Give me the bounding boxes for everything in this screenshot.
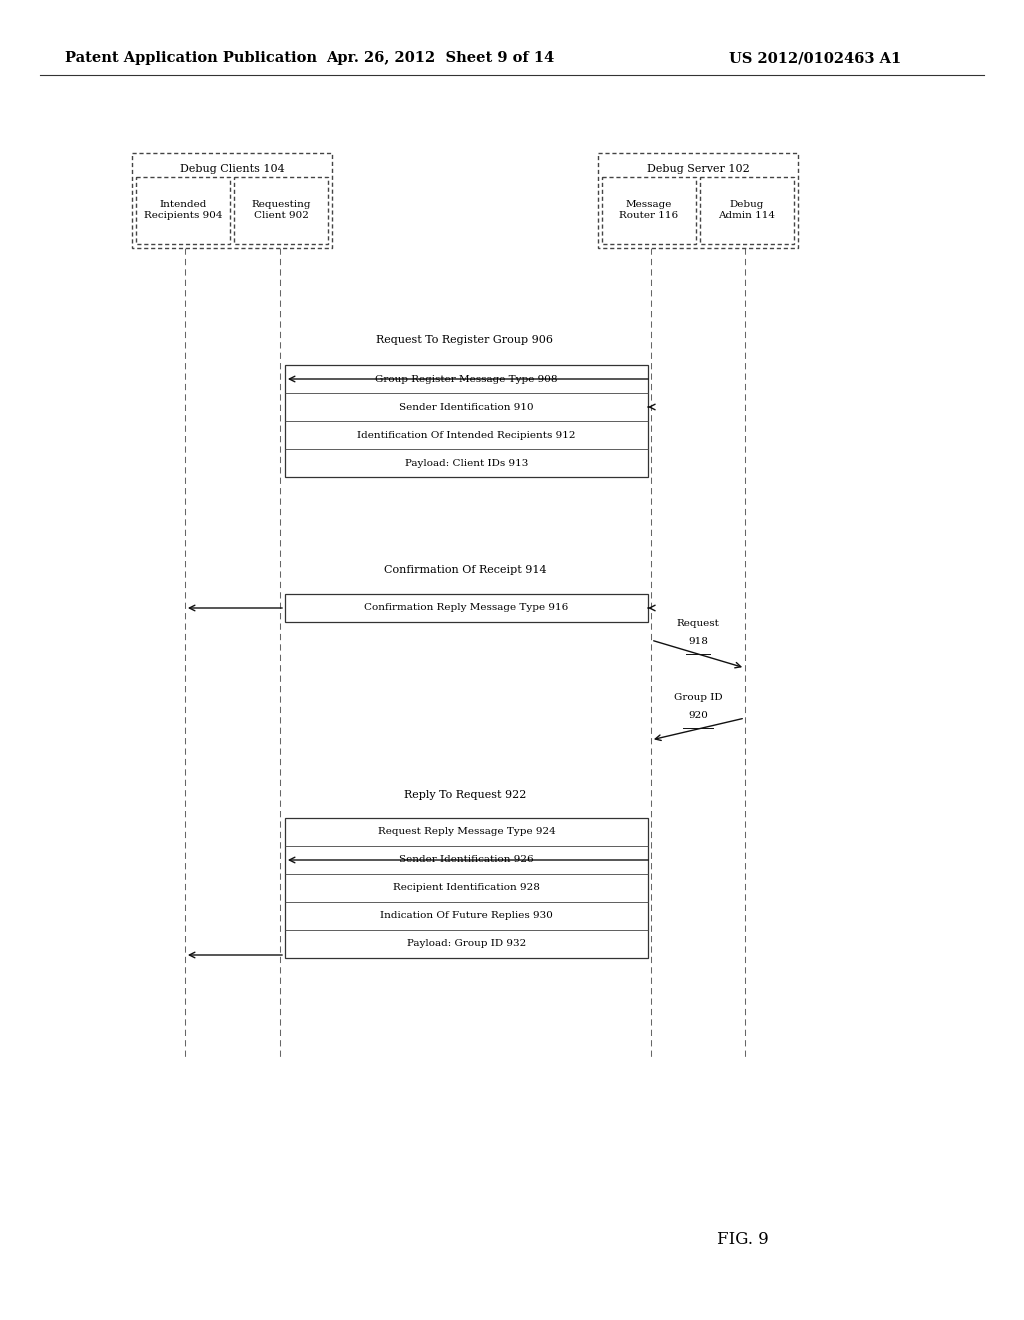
Text: Confirmation Reply Message Type 916: Confirmation Reply Message Type 916 bbox=[365, 603, 568, 612]
Bar bbox=[285, 818, 648, 958]
Text: Confirmation Of Receipt 914: Confirmation Of Receipt 914 bbox=[384, 565, 547, 576]
Bar bbox=[285, 594, 648, 622]
Text: Payload: Group ID 932: Payload: Group ID 932 bbox=[407, 940, 526, 949]
Bar bbox=[602, 177, 696, 244]
Bar bbox=[234, 177, 328, 244]
Text: Request To Register Group 906: Request To Register Group 906 bbox=[377, 335, 554, 345]
Text: Patent Application Publication: Patent Application Publication bbox=[65, 51, 317, 65]
Bar bbox=[132, 153, 332, 248]
Text: FIG. 9: FIG. 9 bbox=[717, 1232, 769, 1249]
Text: Request: Request bbox=[677, 619, 720, 628]
Bar bbox=[598, 153, 798, 248]
Text: 918: 918 bbox=[688, 638, 708, 645]
Text: US 2012/0102463 A1: US 2012/0102463 A1 bbox=[729, 51, 901, 65]
Text: Debug Server 102: Debug Server 102 bbox=[646, 164, 750, 174]
Text: Message
Router 116: Message Router 116 bbox=[620, 201, 679, 219]
Text: Reply To Request 922: Reply To Request 922 bbox=[403, 789, 526, 800]
Text: Requesting
Client 902: Requesting Client 902 bbox=[251, 201, 310, 219]
Bar bbox=[136, 177, 230, 244]
Text: Recipient Identification 928: Recipient Identification 928 bbox=[393, 883, 540, 892]
Text: Apr. 26, 2012  Sheet 9 of 14: Apr. 26, 2012 Sheet 9 of 14 bbox=[327, 51, 554, 65]
Text: Payload: Client IDs 913: Payload: Client IDs 913 bbox=[404, 458, 528, 467]
Text: Group ID: Group ID bbox=[674, 693, 722, 702]
Text: Group Register Message Type 908: Group Register Message Type 908 bbox=[375, 375, 558, 384]
Text: Intended
Recipients 904: Intended Recipients 904 bbox=[143, 201, 222, 219]
Text: Sender Identification 926: Sender Identification 926 bbox=[399, 855, 534, 865]
Text: Request Reply Message Type 924: Request Reply Message Type 924 bbox=[378, 828, 555, 837]
Text: 920: 920 bbox=[688, 711, 708, 719]
Bar bbox=[285, 366, 648, 477]
Bar bbox=[700, 177, 794, 244]
Text: Sender Identification 910: Sender Identification 910 bbox=[399, 403, 534, 412]
Text: Identification Of Intended Recipients 912: Identification Of Intended Recipients 91… bbox=[357, 430, 575, 440]
Text: Debug Clients 104: Debug Clients 104 bbox=[179, 164, 285, 174]
Text: Debug
Admin 114: Debug Admin 114 bbox=[719, 201, 775, 219]
Text: Indication Of Future Replies 930: Indication Of Future Replies 930 bbox=[380, 912, 553, 920]
